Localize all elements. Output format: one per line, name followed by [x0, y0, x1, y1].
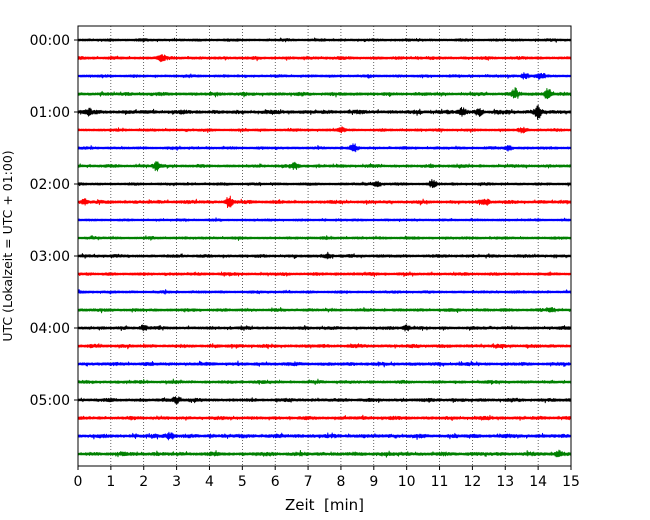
x-tick-label: 11 — [431, 474, 449, 490]
y-tick-label: 03:00 — [30, 249, 70, 265]
x-tick-label: 8 — [336, 474, 345, 490]
x-tick-label: 4 — [205, 474, 214, 490]
x-tick-label: 15 — [562, 474, 580, 490]
y-tick-label: 01:00 — [30, 105, 70, 121]
x-tick-label: 1 — [106, 474, 115, 490]
x-tick-label: 3 — [172, 474, 181, 490]
x-tick-label: 9 — [369, 474, 378, 490]
plot-frame — [77, 25, 572, 467]
x-tick-label: 14 — [529, 474, 547, 490]
y-axis-label: UTC (Lokalzeit = UTC + 01:00) — [0, 150, 15, 341]
y-axis-ticks: 00:00 01:00 02:00 03:00 04:00 05:00 — [30, 33, 78, 409]
x-tick-label: 5 — [238, 474, 247, 490]
x-tick-label: 10 — [398, 474, 416, 490]
x-tick-label: 6 — [271, 474, 280, 490]
x-tick-label: 0 — [74, 474, 83, 490]
x-tick-label: 13 — [496, 474, 514, 490]
x-tick-label: 7 — [304, 474, 313, 490]
x-tick-label: 12 — [463, 474, 481, 490]
x-axis-label: Zeit [min] — [285, 496, 364, 514]
y-tick-label: 02:00 — [30, 177, 70, 193]
y-tick-label: 00:00 — [30, 33, 70, 49]
trace-group — [77, 37, 572, 458]
y-tick-label: 04:00 — [30, 321, 70, 337]
x-axis-ticks: 0 1 2 3 4 5 6 7 8 9 10 11 12 13 14 15 — [74, 466, 580, 490]
y-tick-label: 05:00 — [30, 393, 70, 409]
x-tick-label: 2 — [139, 474, 148, 490]
vertical-grid — [110, 26, 539, 466]
